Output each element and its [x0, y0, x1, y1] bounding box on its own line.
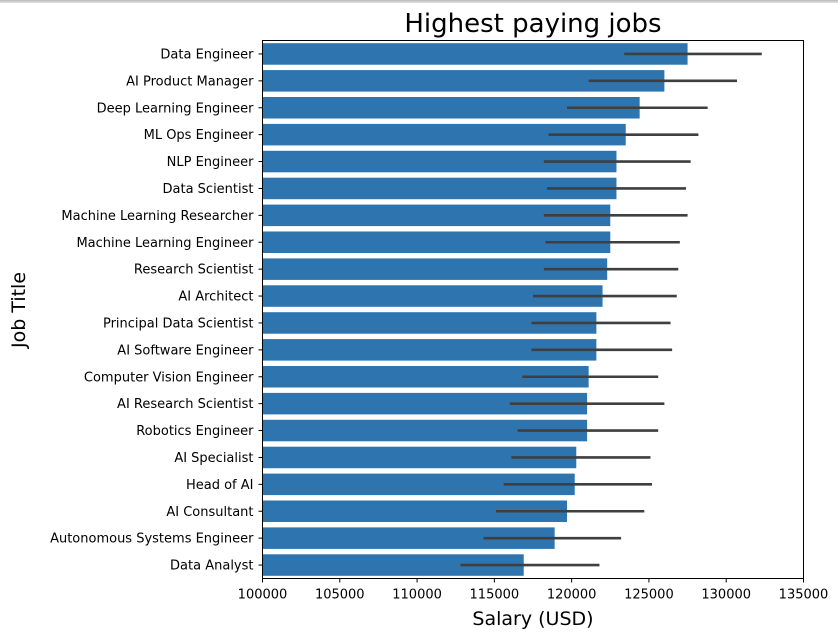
bar	[262, 446, 577, 469]
y-tick-label: Research Scientist	[134, 263, 254, 278]
bar	[262, 123, 626, 146]
error-bars-group	[460, 52, 762, 567]
bar	[262, 392, 588, 415]
bar	[262, 527, 555, 549]
bar	[262, 204, 611, 227]
bar	[262, 500, 568, 523]
bar	[262, 419, 588, 442]
y-tick-label: NLP Engineer	[167, 155, 254, 170]
bar	[262, 258, 608, 280]
x-tick-label: 100000	[238, 588, 288, 603]
x-tick-labels: 100000 105000 110000 115000 120000 125000 1300…	[238, 578, 829, 603]
bar	[262, 365, 589, 388]
window-top-edge	[0, 0, 838, 3]
y-tick-label: Data Analyst	[170, 559, 253, 574]
bar	[262, 473, 575, 496]
plot-frame	[262, 40, 804, 579]
y-tick-label: AI Software Engineer	[117, 343, 254, 358]
y-tick-label: Principal Data Scientist	[103, 316, 254, 331]
x-tick-label: 130000	[701, 588, 751, 603]
y-tick-label: AI Architect	[178, 290, 253, 305]
bars-group	[262, 43, 688, 576]
y-tick-label: Autonomous Systems Engineer	[50, 532, 254, 547]
y-tick-label: Head of AI	[186, 478, 254, 493]
y-tick-label: Data Scientist	[163, 182, 254, 197]
x-tick-label: 135000	[779, 588, 829, 603]
y-axis-label: Job Title	[8, 272, 30, 349]
x-axis-label: Salary (USD)	[472, 608, 593, 630]
bar	[262, 231, 611, 254]
x-tick-label: 105000	[315, 588, 365, 603]
y-tick-label: AI Product Manager	[126, 74, 254, 89]
y-tick-label: Robotics Engineer	[136, 424, 254, 439]
bar	[262, 554, 524, 576]
bar	[262, 339, 597, 361]
y-tick-label: AI Specialist	[174, 451, 253, 466]
y-tick-labels: Data Engineer AI Product Manager Deep Lear…	[50, 47, 263, 574]
y-tick-label: AI Consultant	[166, 505, 253, 520]
y-tick-label: Deep Learning Engineer	[97, 101, 255, 116]
y-tick-label: Computer Vision Engineer	[84, 370, 254, 385]
x-tick-label: 115000	[470, 588, 520, 603]
bar	[262, 150, 617, 173]
y-tick-label: Data Engineer	[160, 47, 254, 62]
y-tick-label: ML Ops Engineer	[144, 128, 255, 143]
bar	[262, 43, 688, 65]
bar	[262, 96, 640, 119]
x-tick-label: 125000	[624, 588, 674, 603]
y-tick-label: Machine Learning Researcher	[61, 209, 254, 224]
x-tick-label: 110000	[392, 588, 442, 603]
chart-title: Highest paying jobs	[404, 9, 661, 39]
y-tick-label: AI Research Scientist	[117, 397, 253, 412]
bar	[262, 312, 597, 334]
x-tick-label: 120000	[547, 588, 597, 603]
y-tick-label: Machine Learning Engineer	[76, 236, 254, 251]
bar	[262, 285, 603, 307]
bar	[262, 177, 617, 200]
bar	[262, 70, 665, 92]
